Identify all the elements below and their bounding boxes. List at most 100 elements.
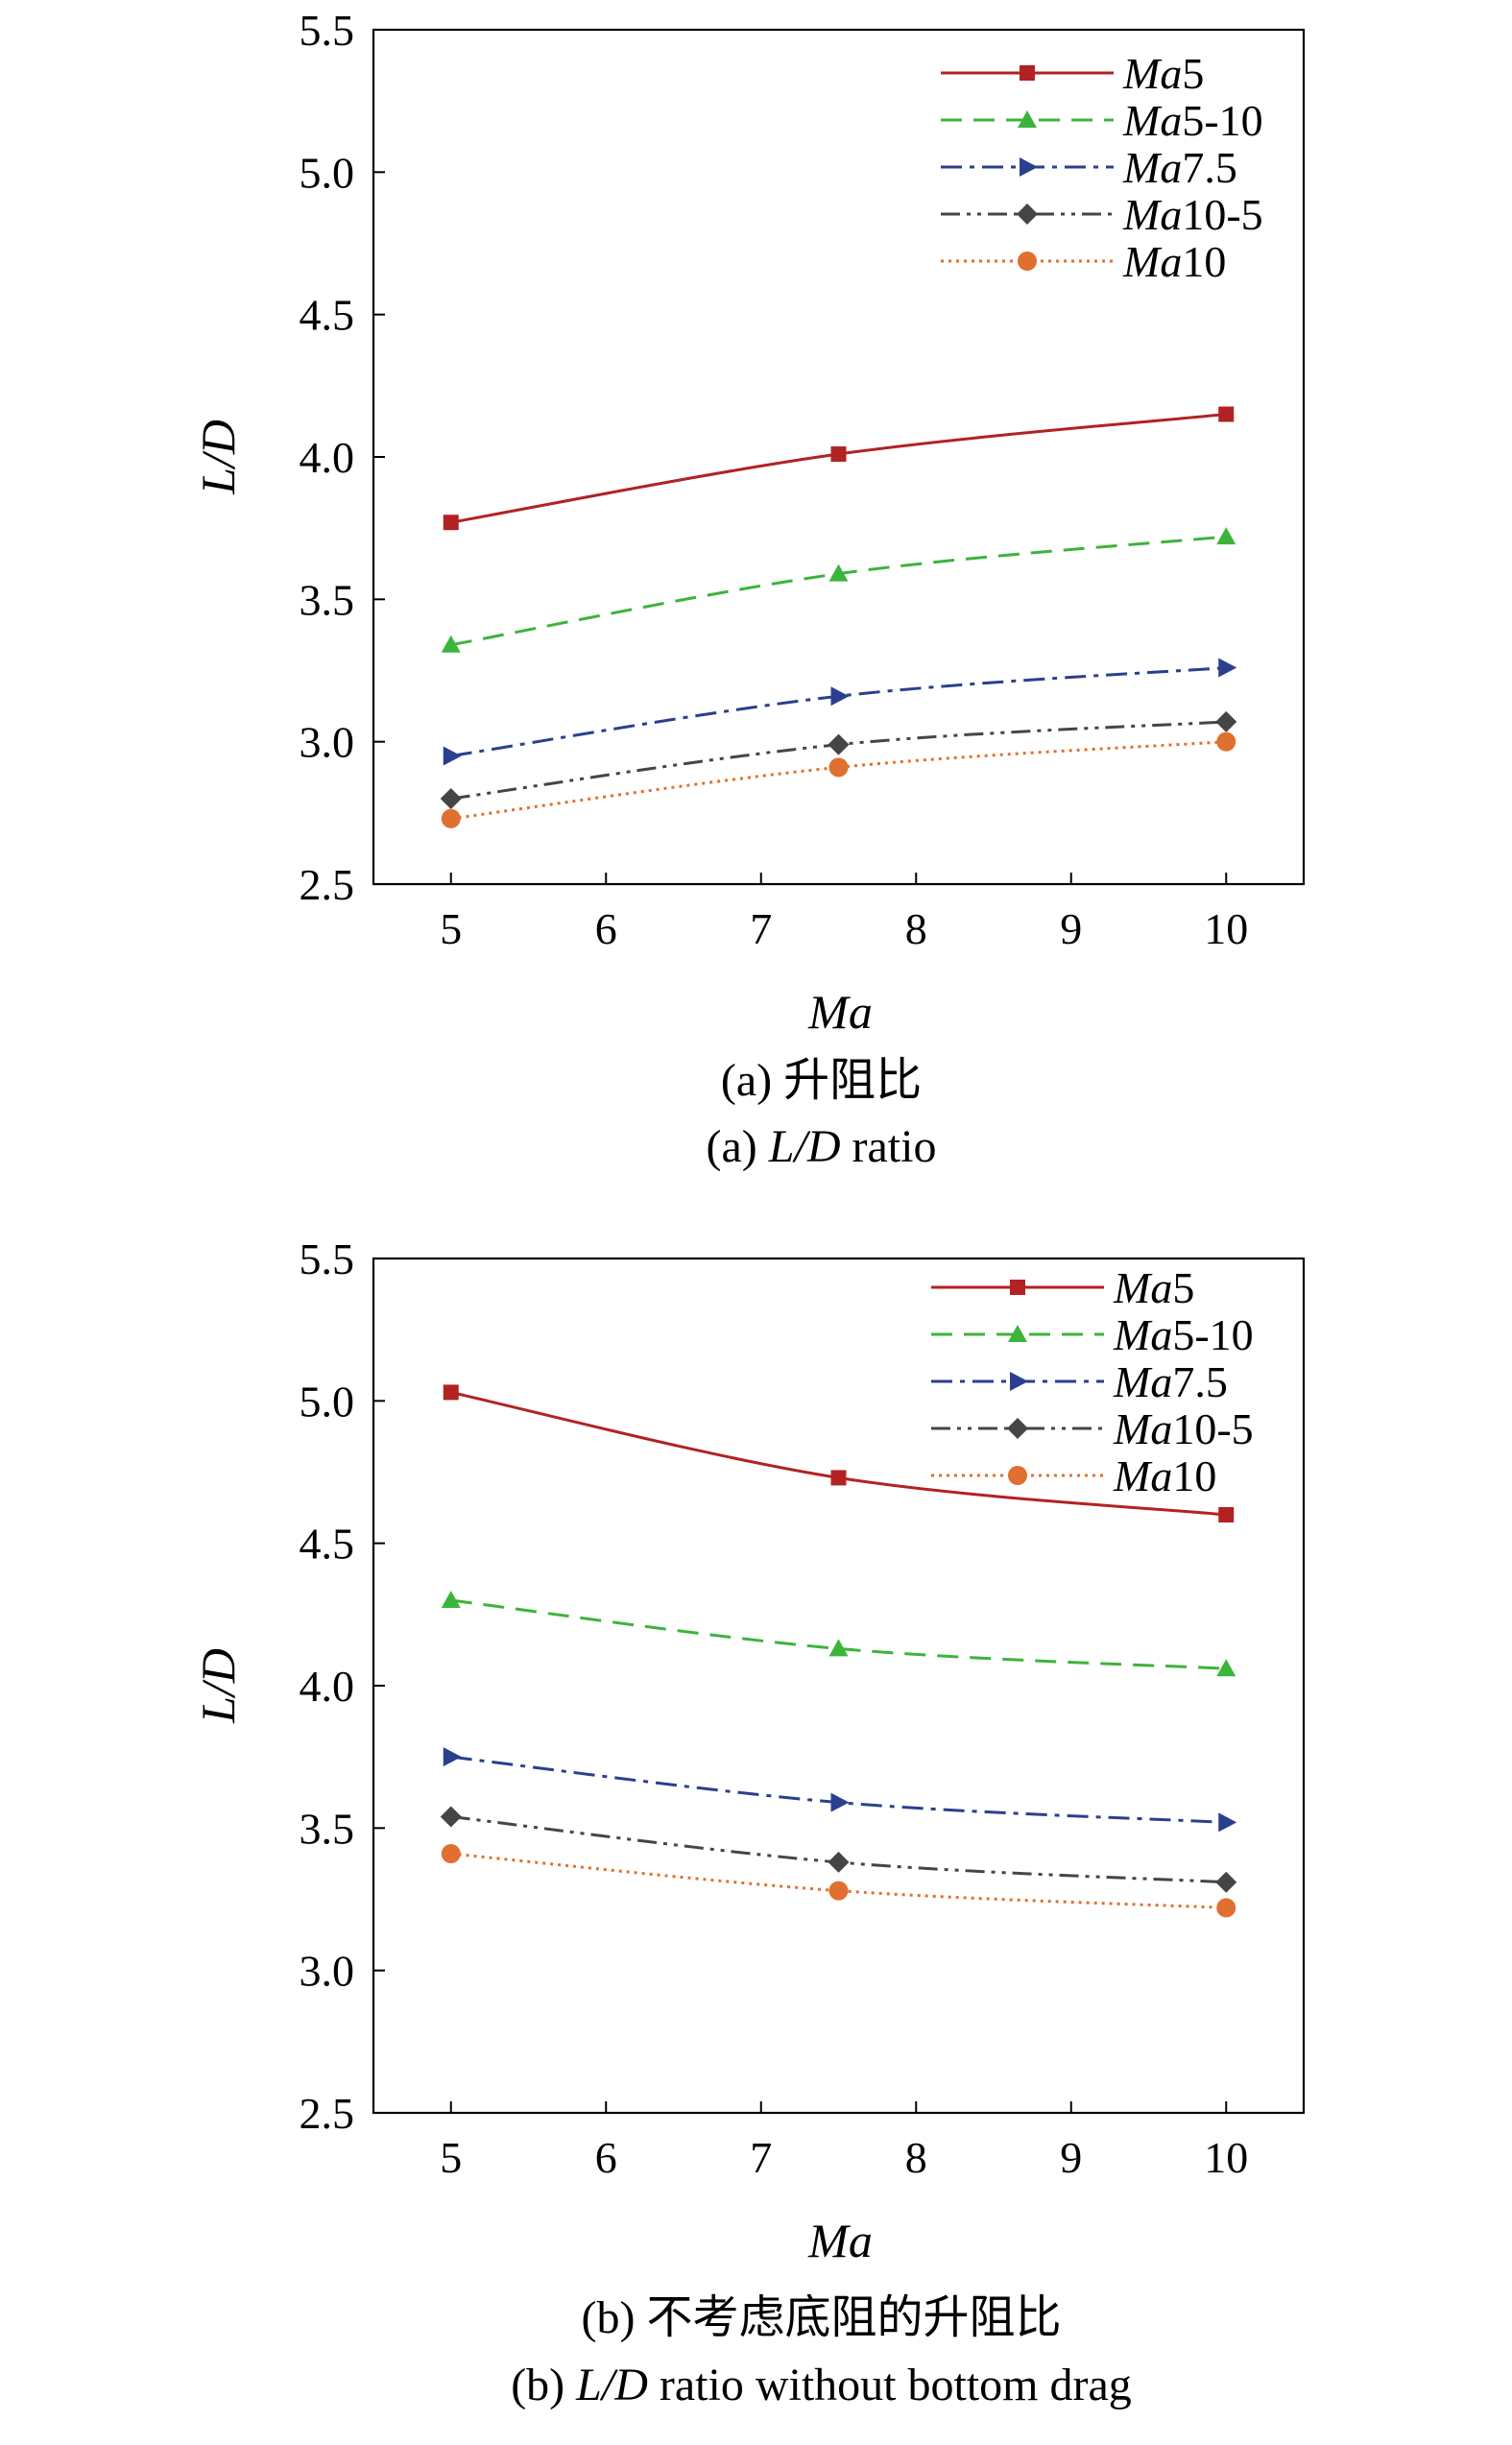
series-ma10	[441, 731, 1236, 828]
y-tick-label: 4.0	[300, 1662, 355, 1711]
data-point	[441, 808, 461, 828]
legend-label: Ma10	[1113, 1451, 1216, 1500]
data-point	[828, 563, 849, 582]
legend-marker	[1017, 204, 1038, 225]
series-line	[450, 740, 1227, 821]
legend-entry: Ma10	[941, 237, 1226, 286]
data-point	[443, 1747, 462, 1767]
x-tick-label: 5	[440, 2133, 462, 2182]
legend-entry: Ma10-5	[941, 190, 1263, 239]
y-tick-label: 5.0	[300, 148, 355, 197]
data-point	[443, 515, 459, 531]
data-point	[441, 1591, 461, 1608]
y-axis-label: L/D	[191, 1648, 245, 1724]
data-point	[1218, 1812, 1237, 1833]
legend-label: Ma5	[1113, 1263, 1194, 1312]
data-point	[441, 1844, 461, 1864]
series-line	[450, 535, 1227, 647]
legend-entry: Ma10-5	[931, 1404, 1254, 1453]
x-tick-label: 10	[1204, 904, 1248, 953]
y-tick-label: 5.5	[300, 6, 355, 55]
x-tick-label: 8	[905, 2133, 927, 2182]
data-point	[828, 733, 850, 755]
y-tick-label: 2.5	[300, 2089, 355, 2138]
legend-marker	[1008, 1325, 1027, 1342]
data-point	[441, 635, 461, 653]
data-point	[443, 1384, 459, 1401]
data-point	[828, 1851, 850, 1873]
series-ma10	[441, 1844, 1236, 1918]
legend-label: Ma7.5	[1113, 1357, 1228, 1406]
data-point	[1218, 1507, 1235, 1522]
legend-marker	[1007, 1418, 1028, 1439]
data-point	[1216, 1659, 1236, 1677]
legend-entry: Ma7.5	[931, 1357, 1228, 1406]
series-ma10-5	[440, 1806, 1237, 1893]
x-tick-label: 6	[595, 904, 617, 953]
legend-label: Ma7.5	[1122, 143, 1237, 192]
legend-entry: Ma10	[931, 1451, 1216, 1500]
series-ma5	[443, 406, 1235, 531]
legend-marker	[1010, 1372, 1028, 1391]
legend-entry: Ma5	[931, 1263, 1194, 1312]
legend-label: Ma5-10	[1122, 96, 1263, 145]
legend-label: Ma10-5	[1113, 1404, 1254, 1453]
x-tick-label: 9	[1060, 904, 1082, 953]
legend-entry: Ma5-10	[941, 96, 1263, 145]
legend-label: Ma10-5	[1122, 190, 1263, 239]
legend-entry: Ma5	[941, 49, 1204, 98]
caption-chinese: (b) 不考虑底阻的升阻比	[582, 2292, 1062, 2343]
x-tick-label: 6	[595, 2133, 617, 2182]
legend-entry: Ma5-10	[931, 1310, 1254, 1359]
data-point	[1215, 710, 1237, 732]
data-point	[828, 1881, 849, 1901]
series-line	[450, 1390, 1227, 1517]
caption-english: (b) L/D ratio without bottom drag	[511, 2360, 1132, 2410]
data-point	[1218, 406, 1235, 422]
series-ma5	[443, 1384, 1235, 1522]
data-point	[1218, 658, 1237, 678]
y-tick-label: 3.5	[300, 1804, 355, 1853]
x-tick-label: 10	[1204, 2133, 1248, 2182]
y-tick-label: 5.0	[300, 1377, 355, 1426]
y-axis-label-part: D	[191, 419, 245, 455]
data-point	[1216, 1898, 1236, 1918]
legend-marker	[1010, 1280, 1025, 1295]
data-point	[828, 757, 849, 778]
y-tick-label: 3.0	[300, 718, 355, 767]
y-axis-label-part: L	[191, 467, 245, 495]
caption-chinese: (a) 升阻比	[721, 1055, 922, 1106]
x-tick-label: 9	[1060, 2133, 1082, 2182]
data-point	[830, 1792, 850, 1812]
x-tick-label: 8	[905, 904, 927, 953]
y-tick-label: 4.5	[300, 291, 355, 340]
series-ma7-5	[443, 1747, 1237, 1833]
legend-marker	[1018, 252, 1037, 271]
chart-panel-b: 5 6 7 8 9 10 2.5 3.0 3.5 4.0 4.5 5.0 5.5 Ma L/D Ma5Ma5-…	[191, 1234, 1306, 2410]
legend-marker	[1020, 157, 1038, 177]
data-point	[440, 788, 462, 809]
legend-marker	[1008, 1466, 1027, 1485]
legend-entry: Ma7.5	[941, 143, 1237, 192]
data-point	[443, 746, 462, 766]
data-point	[1216, 731, 1236, 752]
series-line	[450, 413, 1227, 524]
y-axis-label-part: /	[191, 450, 245, 470]
legend-label: Ma10	[1122, 237, 1226, 286]
x-axis-label: Ma	[807, 2214, 873, 2267]
data-point	[828, 1639, 849, 1657]
legend-label: Ma5-10	[1113, 1310, 1254, 1359]
y-tick-label: 4.0	[300, 433, 355, 482]
y-axis-label-part: L	[191, 1696, 245, 1724]
series-ma7-5	[443, 658, 1237, 766]
y-axis-label-part: /	[191, 1679, 245, 1699]
data-point	[830, 686, 850, 707]
y-tick-label: 2.5	[300, 860, 355, 909]
series-ma5-10	[441, 527, 1236, 653]
x-tick-label: 7	[750, 904, 772, 953]
data-point	[830, 1470, 847, 1486]
x-tick-label: 7	[750, 2133, 772, 2182]
data-point	[440, 1806, 462, 1828]
legend-marker	[1020, 65, 1035, 81]
